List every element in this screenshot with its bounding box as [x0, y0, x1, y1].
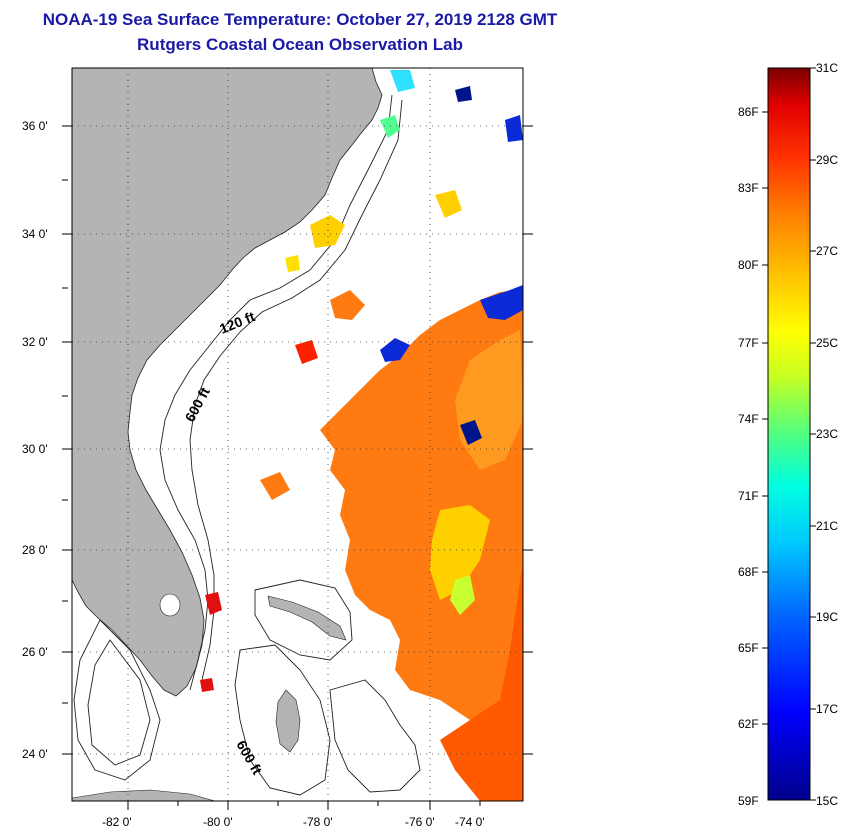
- temperature-colorbar: [767, 67, 811, 801]
- colorbar-c-19: 19C: [816, 610, 839, 624]
- axis-ticks: [62, 125, 533, 810]
- colorbar-c-25: 25C: [816, 336, 839, 350]
- colorbar-f-83: 83F: [738, 181, 759, 195]
- colorbar-c-27: 27C: [816, 244, 839, 258]
- lat-label-36: 36 0': [22, 119, 48, 133]
- land-cuba: [72, 789, 216, 801]
- map-border: [71, 67, 524, 802]
- colorbar-f-77: 77F: [738, 336, 759, 350]
- lon-label-82: -82 0': [102, 815, 132, 829]
- lake-okeechobee: [159, 593, 181, 617]
- lat-label-30: 30 0': [22, 442, 48, 456]
- colorbar-f-62: 62F: [738, 717, 759, 731]
- colorbar-c-21: 21C: [816, 519, 839, 533]
- colorbar-ticks: [762, 67, 816, 801]
- colorbar-f-86: 86F: [738, 105, 759, 119]
- colorbar-c-17: 17C: [816, 702, 839, 716]
- colorbar-f-80: 80F: [738, 258, 759, 272]
- colorbar-f-68: 68F: [738, 565, 759, 579]
- lat-label-34: 34 0': [22, 227, 48, 241]
- colorbar-c-29: 29C: [816, 153, 839, 167]
- map-subtitle: Rutgers Coastal Ocean Observation Lab: [137, 35, 463, 54]
- lat-label-28: 28 0': [22, 543, 48, 557]
- lat-label-26: 26 0': [22, 645, 48, 659]
- land-bahamas-grand: [267, 595, 347, 641]
- lat-label-24: 24 0': [22, 747, 48, 761]
- colorbar-c-15: 15C: [816, 794, 839, 808]
- lon-label-80: -80 0': [203, 815, 233, 829]
- lat-label-32: 32 0': [22, 335, 48, 349]
- colorbar-c-23: 23C: [816, 427, 839, 441]
- colorbar-f-74: 74F: [738, 412, 759, 426]
- colorbar-f-71: 71F: [738, 489, 759, 503]
- colorbar-f-59: 59F: [738, 794, 759, 808]
- lon-label-78: -78 0': [303, 815, 333, 829]
- sst-data-patches: [200, 70, 523, 801]
- lon-label-74: -74 0': [455, 815, 485, 829]
- colorbar-f-65: 65F: [738, 641, 759, 655]
- depth-contours: [73, 94, 421, 796]
- land-bahamas-andros: [275, 689, 301, 753]
- lat-lon-grid: [72, 68, 523, 801]
- map-title: NOAA-19 Sea Surface Temperature: October…: [42, 10, 558, 29]
- colorbar-c-31: 31C: [816, 61, 839, 75]
- lon-label-76: -76 0': [405, 815, 435, 829]
- land-us-southeast: [72, 68, 383, 697]
